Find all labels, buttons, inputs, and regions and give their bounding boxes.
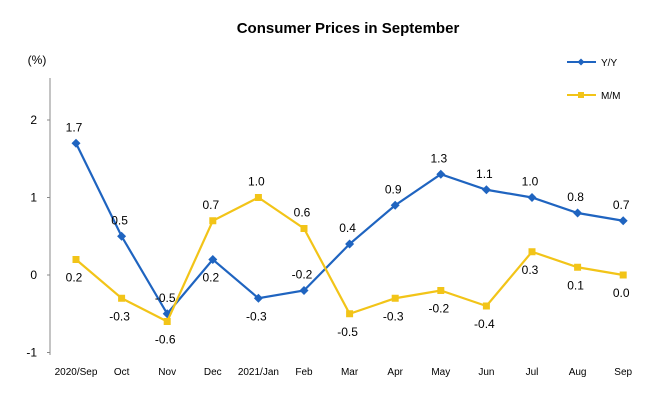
x-tick-label: 2021/Jan [238, 367, 279, 378]
data-label: -0.3 [109, 309, 130, 323]
x-tick-label: Aug [569, 367, 587, 378]
x-axis-ticks: 2020/Sep Oct Nov Dec 2021/Jan Feb Mar Apr May Jun… [55, 367, 633, 378]
data-label: -0.5 [155, 291, 176, 305]
data-point [528, 248, 536, 256]
x-tick-label: Oct [114, 367, 130, 378]
x-tick-label: May [431, 367, 450, 378]
x-tick-label: Apr [387, 367, 403, 378]
x-tick-label: Sep [614, 367, 632, 378]
data-label: 1.3 [430, 151, 447, 165]
data-label: 1.0 [522, 175, 539, 189]
legend-marker [578, 92, 584, 98]
data-point [391, 294, 399, 302]
data-point [300, 225, 308, 232]
data-point [437, 287, 445, 294]
data-point [253, 293, 263, 303]
data-labels: 1.7 0.5 -0.5 0.2 -0.3 -0.2 0.4 0.9 1.3 1.1 1.0 0.8 0… [66, 120, 630, 346]
data-label: 1.7 [66, 120, 83, 134]
x-tick-label: Jul [526, 367, 539, 378]
data-point [72, 256, 80, 263]
data-point [299, 286, 309, 295]
chart-title: Consumer Prices in September [237, 20, 460, 37]
data-point [346, 310, 354, 318]
data-point [71, 138, 81, 148]
legend-marker [577, 58, 585, 66]
data-label: 0.1 [567, 278, 584, 292]
y-axis-ticks: -1 0 1 2 [26, 113, 50, 360]
legend-label: Y/Y [601, 58, 617, 69]
data-label: 0.0 [613, 286, 630, 300]
data-point [481, 185, 491, 195]
data-label: 0.2 [202, 271, 219, 285]
data-label: 0.7 [613, 198, 630, 212]
data-label: -0.5 [337, 325, 358, 339]
data-point [573, 208, 583, 218]
data-label: -0.3 [246, 309, 267, 323]
y-tick-label: 1 [30, 191, 37, 205]
legend: Y/Y M/M [567, 58, 620, 102]
data-point [163, 318, 171, 325]
x-tick-label: Feb [295, 367, 313, 378]
data-label: 0.4 [339, 221, 356, 235]
data-point [527, 193, 537, 202]
data-label: 0.2 [66, 271, 83, 285]
data-label: 0.3 [522, 263, 539, 277]
data-label: -0.2 [292, 268, 313, 282]
data-label: 1.0 [248, 175, 265, 189]
data-point [482, 302, 490, 310]
y-axis-unit: (%) [28, 53, 47, 67]
data-label: 0.7 [202, 198, 219, 212]
data-label: 0.8 [567, 190, 584, 204]
x-tick-label: Mar [341, 367, 359, 378]
data-point [254, 194, 262, 201]
y-tick-label: -1 [26, 346, 37, 360]
data-label: 0.9 [385, 182, 402, 196]
data-point [118, 294, 126, 302]
x-tick-label: Jun [478, 367, 494, 378]
x-tick-label: 2020/Sep [55, 367, 98, 378]
data-point [208, 255, 218, 264]
data-point [209, 217, 217, 225]
data-point [117, 231, 127, 241]
data-point [574, 263, 582, 271]
y-tick-label: 0 [30, 268, 37, 282]
data-label: 1.1 [476, 167, 493, 181]
data-label: -0.2 [428, 302, 449, 316]
data-point [619, 271, 627, 279]
data-point [390, 200, 400, 210]
x-tick-label: Dec [204, 367, 222, 378]
data-point [345, 239, 355, 249]
data-label: -0.3 [383, 309, 404, 323]
data-point [618, 216, 628, 226]
series-layer [71, 138, 628, 325]
legend-label: M/M [601, 91, 620, 102]
data-label: -0.6 [155, 333, 176, 347]
data-label: 0.6 [294, 206, 311, 220]
y-tick-label: 2 [30, 113, 37, 127]
data-label: 0.5 [111, 213, 128, 227]
data-point [436, 169, 446, 179]
data-label: -0.4 [474, 317, 495, 331]
x-tick-label: Nov [158, 367, 176, 378]
